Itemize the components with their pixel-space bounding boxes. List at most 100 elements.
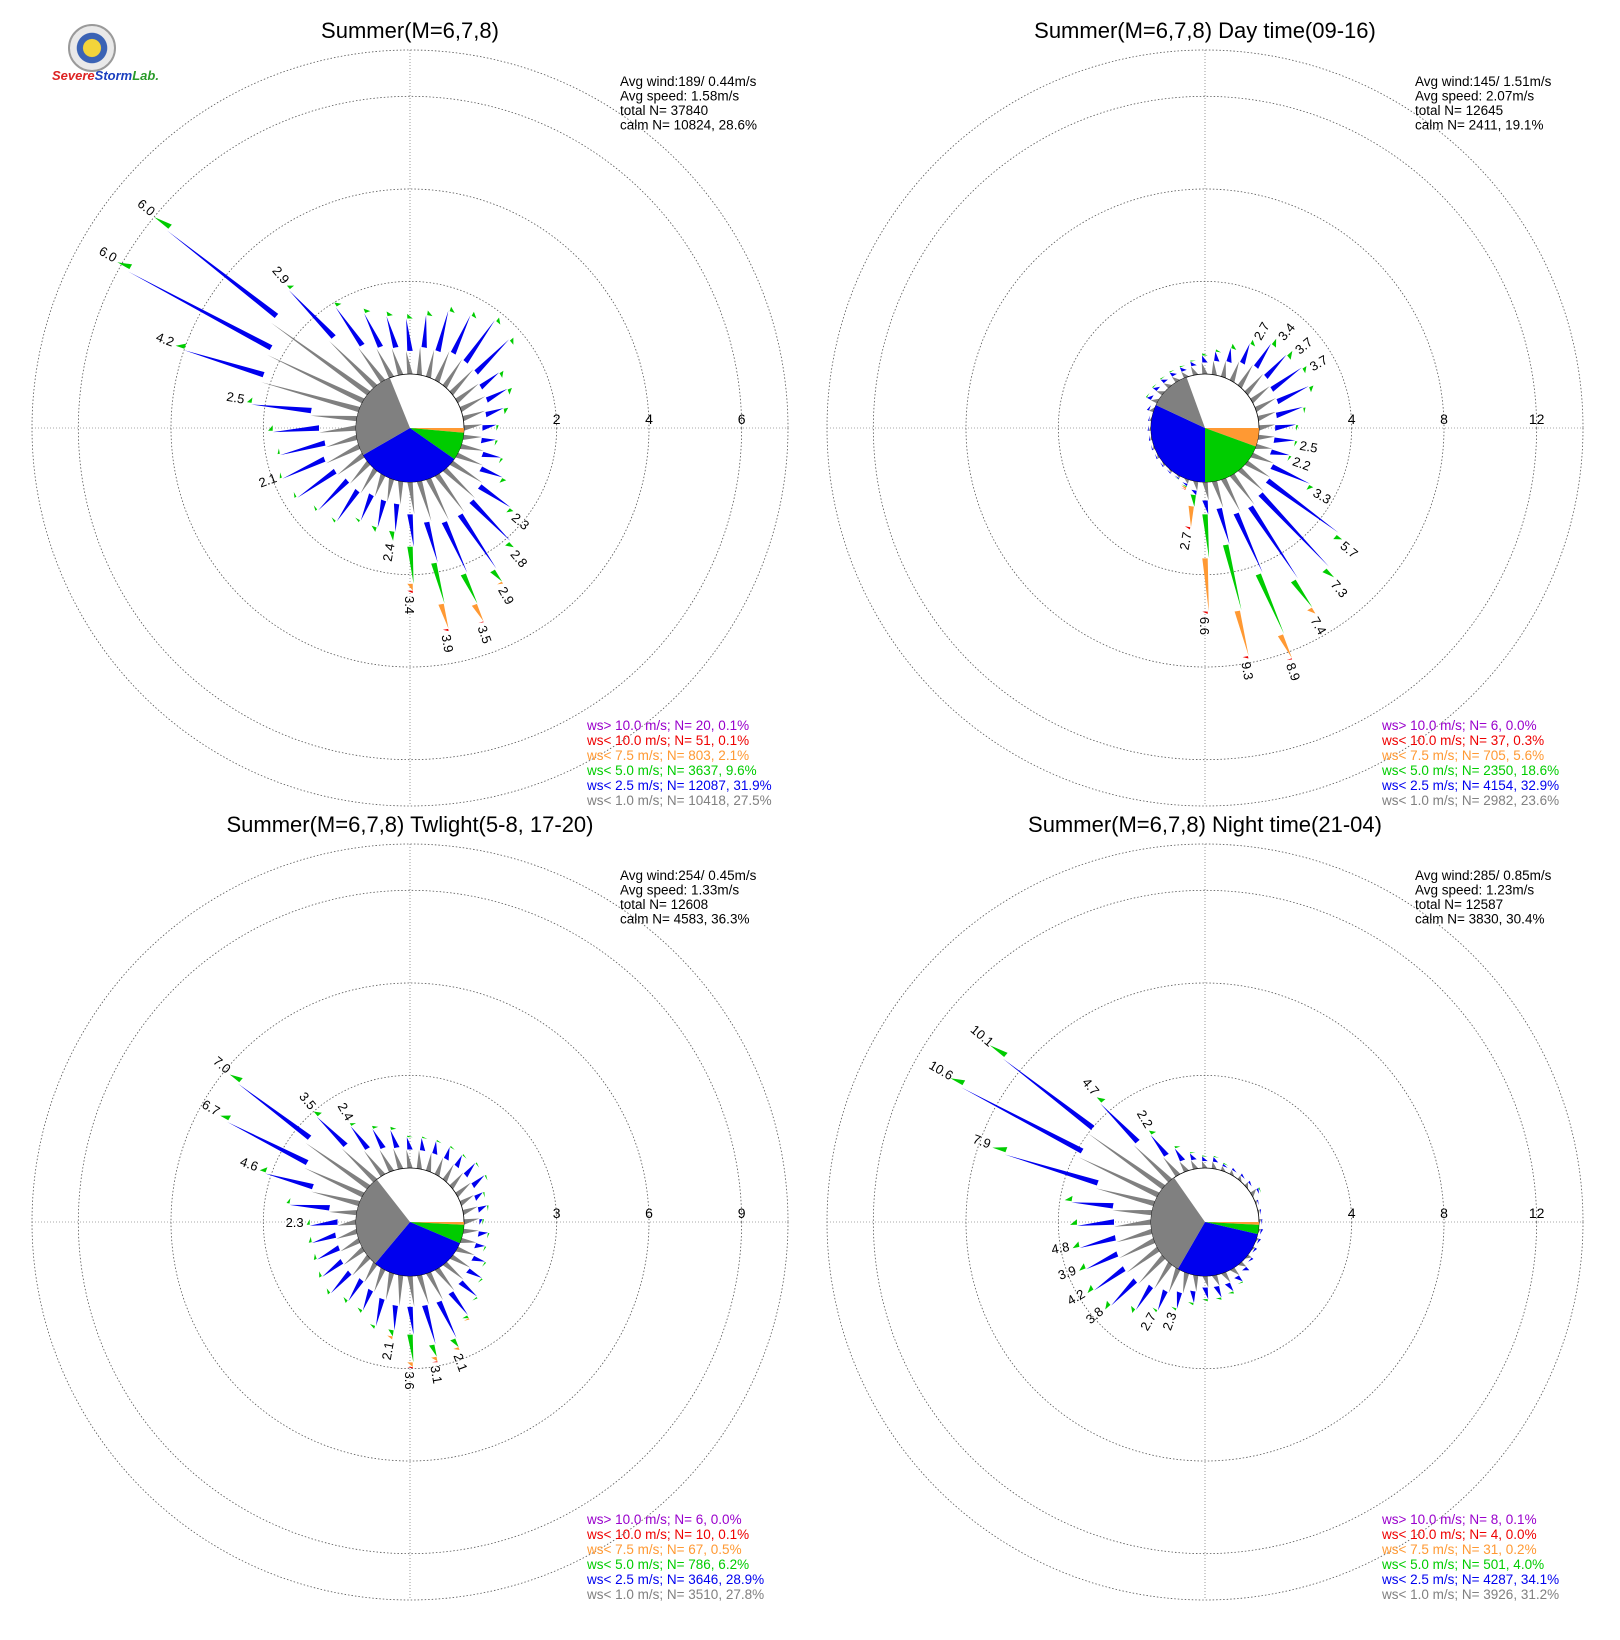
sector-bar-segment <box>455 1247 474 1255</box>
sector-value-label: 7.3 <box>1328 577 1351 600</box>
sector-bar-segment <box>1189 506 1194 528</box>
sector-bar-segment <box>461 573 478 603</box>
sector-bar-segment <box>318 478 349 510</box>
sector-bar-segment <box>435 351 450 383</box>
ring-tick-label: 12 <box>1529 1205 1545 1221</box>
sector-bar-segment <box>1254 344 1271 369</box>
sector-bar-segment <box>1147 395 1154 400</box>
sector-bar-segment <box>406 351 413 374</box>
sector-bar-segment <box>280 472 282 478</box>
sector-bar-segment <box>1264 355 1286 379</box>
sector-bar-segment <box>435 311 448 352</box>
sector-bar-segment <box>407 1137 413 1149</box>
sector-bar-segment <box>407 1276 414 1307</box>
sector-bar-segment <box>506 508 513 512</box>
sector-bar-segment <box>238 1084 311 1140</box>
sector-bar-segment <box>1149 1131 1156 1135</box>
sector-bar-segment <box>431 1357 437 1362</box>
sector-value-label: 4.6 <box>238 1154 260 1174</box>
sector-bar-segment <box>463 435 482 440</box>
sector-value-label: 2.9 <box>495 584 517 607</box>
sector-bar-segment <box>307 1219 310 1225</box>
sector-bar-segment <box>1242 1267 1249 1270</box>
sector-value-label: 2.8 <box>507 547 530 570</box>
sector-bar-segment <box>1088 1285 1094 1293</box>
sector-bar-segment <box>407 1307 413 1335</box>
sector-bar-segment <box>471 1256 485 1262</box>
sector-bar-segment <box>297 469 336 498</box>
sector-bar-segment <box>483 1192 485 1198</box>
sector-bar-segment <box>260 1167 268 1172</box>
stats-line: total N= 12587 <box>1415 897 1503 912</box>
sector-bar-segment <box>1276 407 1303 418</box>
sector-bar-segment <box>1250 340 1255 347</box>
sector-value-label: 6.6 <box>1197 617 1212 635</box>
sector-bar-segment <box>282 457 325 479</box>
sector-bar-segment <box>1270 449 1289 455</box>
sector-bar-segment <box>379 1150 394 1173</box>
sector-bar-segment <box>1202 1299 1208 1301</box>
sector-bar-segment <box>464 1318 470 1321</box>
sector-bar-segment <box>342 1149 378 1183</box>
sector-bar-segment <box>1171 1307 1176 1311</box>
sector-value-label: 2.4 <box>335 1100 357 1123</box>
sector-bar-segment <box>450 1173 464 1190</box>
sector-bar-segment <box>454 1155 462 1168</box>
sector-bar-segment <box>251 404 311 413</box>
sector-bar-segment <box>128 272 272 351</box>
sector-bar-segment <box>329 1210 357 1215</box>
sector-value-label: 2.4 <box>380 542 398 562</box>
sector-bar-segment <box>450 1338 458 1347</box>
sector-bar-segment <box>1258 435 1275 440</box>
sector-bar-segment <box>424 522 438 563</box>
sector-bar-segment <box>1240 343 1250 364</box>
sector-value-label: 2.7 <box>1137 1310 1159 1333</box>
sector-bar-segment <box>273 425 319 432</box>
sector-bar-segment <box>1322 569 1334 578</box>
stats-line: Avg wind:145/ 1.51m/s <box>1415 74 1552 89</box>
sector-bar-segment <box>1274 438 1296 443</box>
sector-bar-segment <box>1151 445 1153 451</box>
sector-bar-segment <box>289 1205 330 1211</box>
sector-bar-segment <box>1221 361 1226 378</box>
legend-entry: ws< 2.5 m/s; N= 4154, 32.9% <box>1381 778 1559 793</box>
stats-line: Avg speed: 1.33m/s <box>620 883 739 898</box>
sector-bar-segment <box>289 290 336 339</box>
ring-tick-label: 8 <box>1440 411 1448 427</box>
sector-value-label: 2.5 <box>1298 438 1318 456</box>
sector-bar-segment <box>331 1270 352 1293</box>
sector-value-label: 2.3 <box>286 1215 304 1230</box>
sector-bar-segment <box>1202 1155 1207 1156</box>
ring-tick-label: 6 <box>738 411 746 427</box>
sector-bar-segment <box>1175 1149 1185 1162</box>
sector-bar-segment <box>312 1232 336 1243</box>
sector-bar-segment <box>343 1297 347 1303</box>
sector-bar-segment <box>310 416 357 422</box>
legend-entry: ws< 7.5 m/s; N= 67, 0.5% <box>586 1542 742 1557</box>
legend-entry: ws< 5.0 m/s; N= 501, 4.0% <box>1381 1557 1544 1572</box>
sector-bar-segment <box>1258 412 1276 421</box>
sector-bar-segment <box>1266 478 1339 532</box>
sector-bar-segment <box>1235 611 1249 656</box>
sector-bar-segment <box>1216 349 1221 352</box>
sector-bar-segment <box>314 1254 317 1260</box>
sector-value-label: 5.7 <box>1337 538 1360 561</box>
sector-bar-segment <box>474 1192 483 1201</box>
sector-bar-segment <box>460 444 484 451</box>
sector-bar-segment <box>497 582 503 585</box>
sector-bar-segment <box>1170 373 1177 377</box>
sector-bar-segment <box>495 440 498 445</box>
sector-bar-segment <box>1258 492 1328 566</box>
sector-value-label: 9.3 <box>1238 661 1256 681</box>
sector-bar-segment <box>479 1219 482 1225</box>
sector-value-label: 3.6 <box>402 1372 417 1390</box>
sector-bar-segment <box>268 425 273 431</box>
sector-bar-segment <box>990 1045 1008 1057</box>
panel-title: Summer(M=6,7,8) <box>321 18 499 43</box>
sector-bar-segment <box>486 389 507 403</box>
sector-bar-segment <box>485 1175 488 1181</box>
sector-bar-segment <box>265 1174 314 1190</box>
ring-tick-label: 4 <box>1348 411 1356 427</box>
sector-bar-segment <box>1174 1146 1180 1148</box>
sector-bar-segment <box>479 467 502 478</box>
